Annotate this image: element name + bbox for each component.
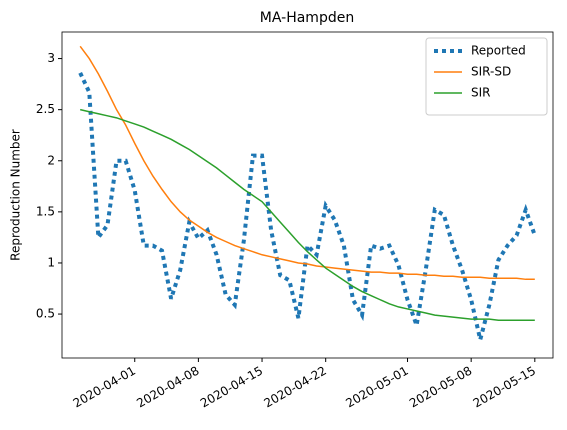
y-tick-label: 1 [47, 255, 55, 269]
y-tick-label: 3 [47, 51, 55, 65]
x-tick-label: 2020-04-01 [71, 364, 138, 411]
series-line [80, 108, 535, 321]
x-tick-label: 2020-04-22 [262, 364, 329, 411]
legend-label: SIR-SD [471, 65, 511, 79]
y-tick-label: 2 [47, 153, 55, 167]
legend-label: SIR [471, 86, 491, 100]
x-tick-label: 2020-05-15 [471, 364, 538, 411]
legend-label: Reported [471, 44, 526, 58]
y-tick-label: 0.5 [36, 307, 55, 321]
x-tick-label: 2020-04-08 [134, 364, 201, 411]
x-tick-label: 2020-05-08 [407, 364, 474, 411]
series-line [79, 45, 535, 281]
x-tick-label: 2020-04-15 [198, 364, 265, 411]
y-axis-label: Reproduction Number [9, 129, 23, 261]
x-tick-label: 2020-05-01 [343, 364, 410, 411]
chart-title: MA-Hampden [260, 10, 354, 26]
y-tick-label: 1.5 [36, 204, 55, 218]
series-line [78, 72, 537, 341]
y-tick-label: 2.5 [36, 102, 55, 116]
legend-box [425, 37, 548, 116]
plot-frame [61, 31, 554, 359]
